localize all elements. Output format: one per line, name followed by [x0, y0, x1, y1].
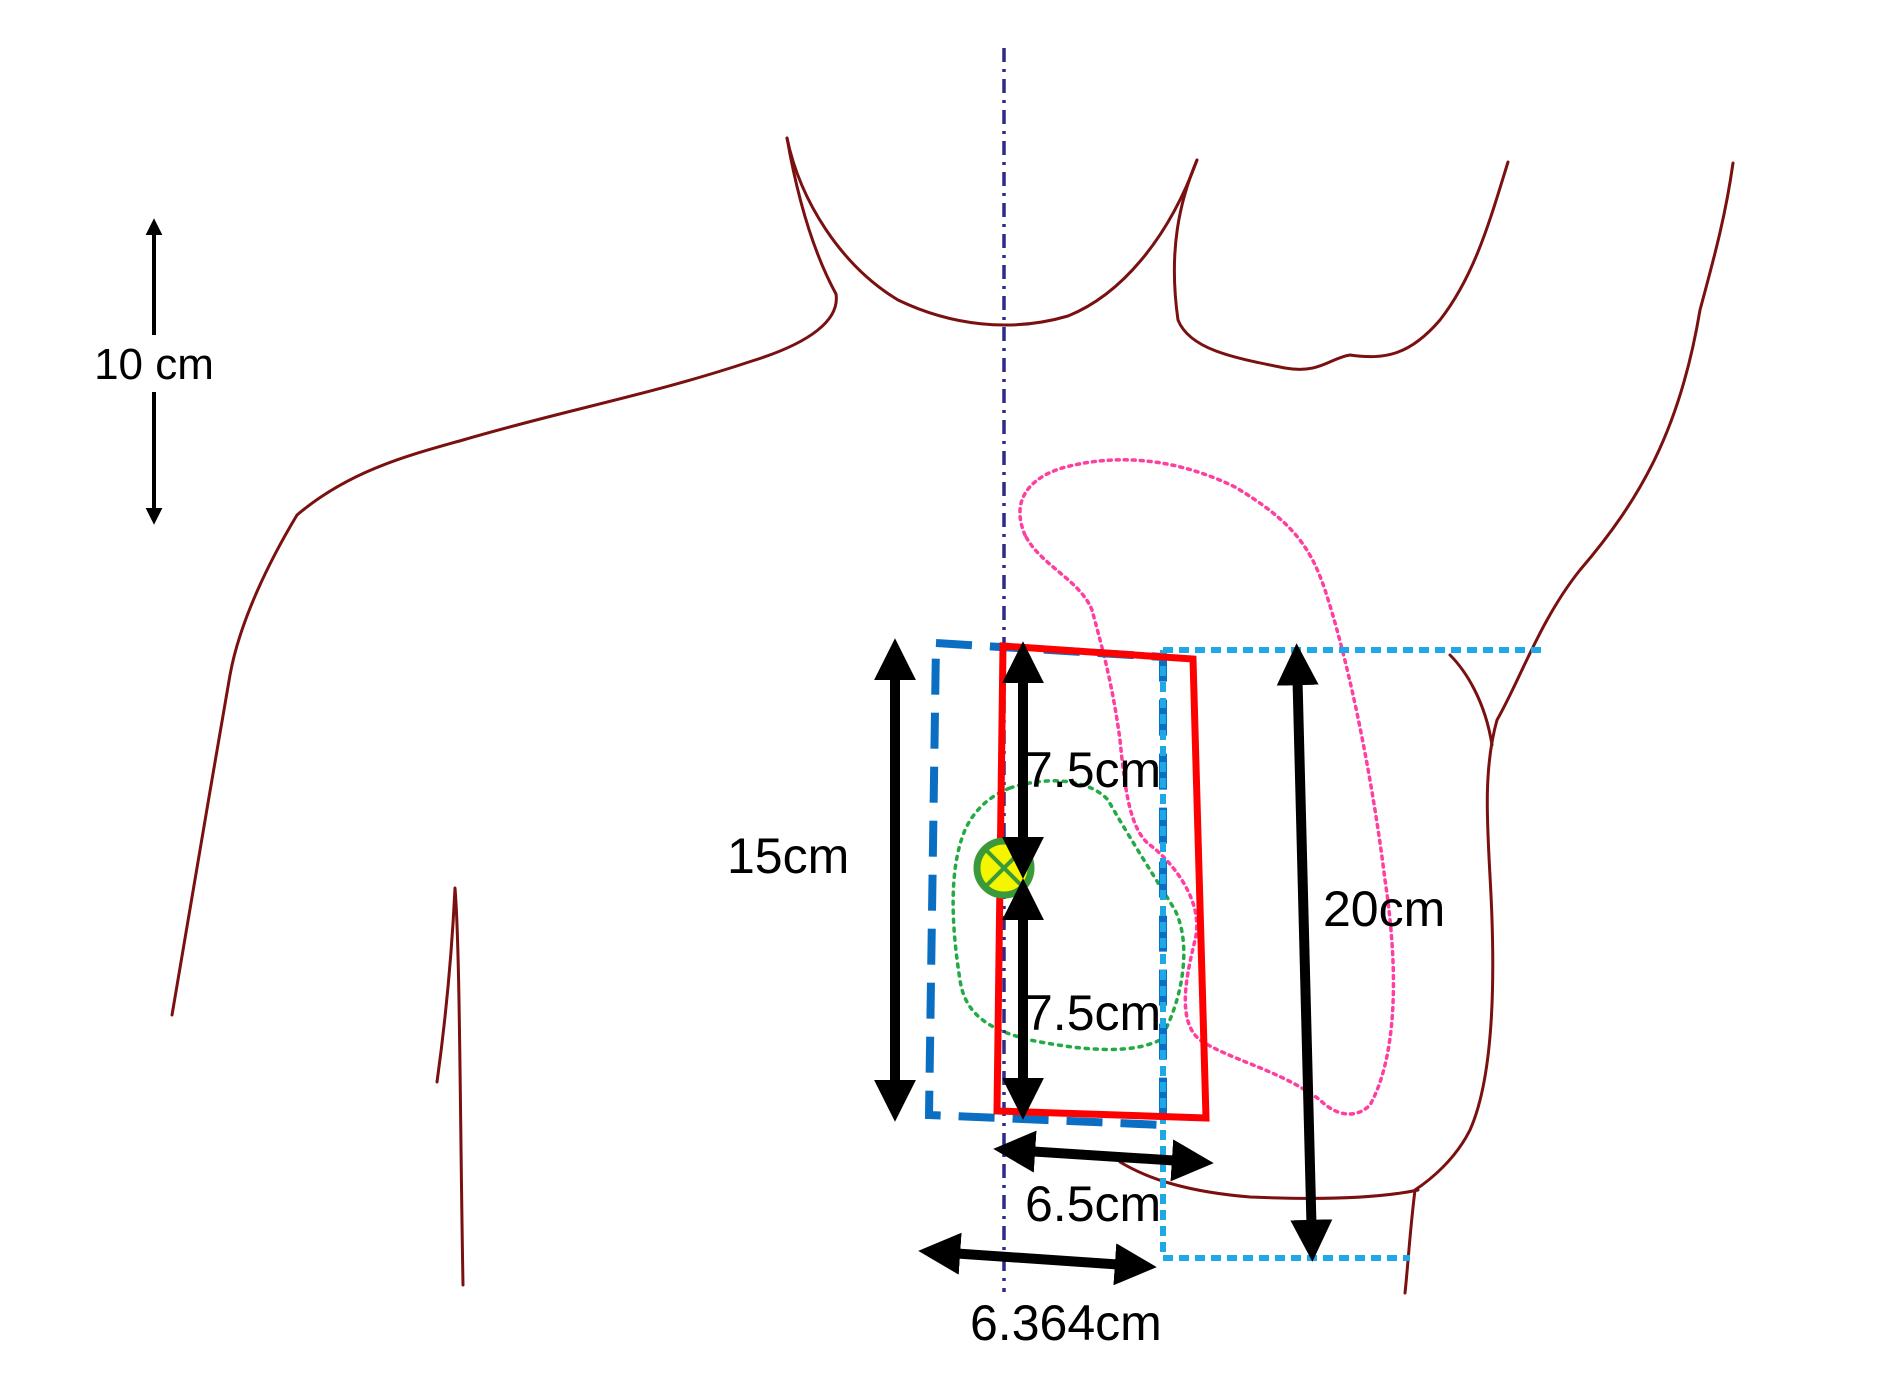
left-shoulder-outline — [170, 136, 838, 1017]
light-blue-field — [1160, 647, 1545, 1261]
body-outline — [170, 136, 1735, 1295]
blue-width-label: 6.364cm — [970, 1295, 1162, 1351]
upper-half-label: 7.5cm — [1025, 742, 1161, 798]
dark-blue-field — [924, 638, 1167, 1130]
right-height-label: 20cm — [1323, 881, 1445, 937]
right-height-arrow — [1276, 643, 1333, 1262]
right-arm-fold-outline — [1448, 653, 1494, 747]
red-field — [993, 642, 1210, 1122]
lower-half-label: 7.5cm — [1025, 985, 1161, 1041]
pink-contour — [1018, 458, 1396, 1116]
right-torso-outline — [1403, 161, 1735, 1295]
neck-outline — [785, 136, 1199, 327]
green-contour — [951, 779, 1186, 1052]
red-width-arrow — [993, 1130, 1214, 1182]
scale-bar-label: 10 cm — [94, 340, 214, 389]
left-height-label: 15cm — [727, 828, 849, 884]
blue-width-arrow — [918, 1232, 1157, 1286]
right-shoulder-outline — [1172, 158, 1510, 371]
left-arm-outline — [435, 886, 465, 1287]
red-width-label: 6.5cm — [1025, 1176, 1161, 1232]
